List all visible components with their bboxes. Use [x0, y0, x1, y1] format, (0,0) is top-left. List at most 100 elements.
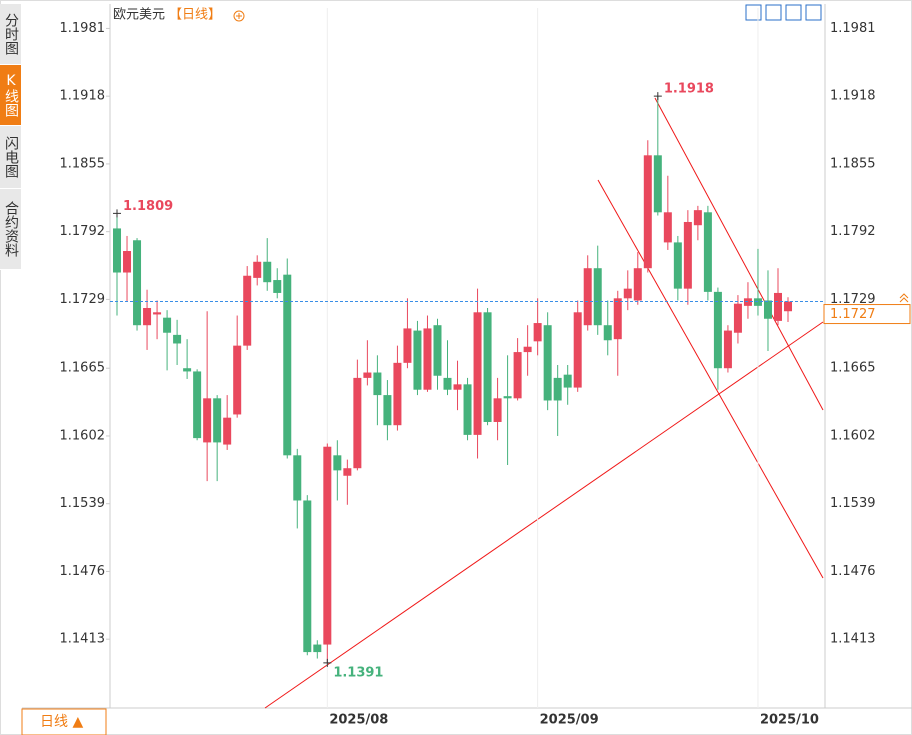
add-icon-plus	[236, 13, 242, 19]
tool-button[interactable]	[805, 4, 822, 21]
candle-body	[383, 395, 392, 426]
candle-body	[223, 417, 232, 445]
candle-body	[683, 221, 692, 289]
x-tick-label: 2025/08	[329, 713, 388, 728]
candle-body	[193, 371, 202, 439]
candle-body	[123, 251, 132, 273]
candle-body	[373, 372, 382, 396]
y-tick-label-right: 1.1918	[830, 89, 876, 104]
scroll-icon[interactable]	[899, 293, 909, 303]
candle-body	[633, 268, 642, 301]
last-price-label: 1.1727	[830, 307, 876, 322]
tab[interactable]: 分时图	[0, 4, 21, 65]
extreme-label: 1.1809	[123, 199, 173, 214]
candle-body	[443, 377, 452, 390]
period-label: 【日线】	[169, 8, 221, 23]
x-tick-label: 2025/09	[540, 713, 599, 728]
candle-body	[283, 274, 292, 456]
tab[interactable]: 合约资料	[0, 189, 21, 270]
candle-body	[153, 312, 162, 315]
extreme-marker	[323, 658, 332, 667]
candle-body	[593, 268, 602, 326]
candle-body	[273, 280, 282, 293]
candle-body	[243, 275, 252, 346]
candle-body	[133, 240, 142, 326]
y-tick-label-right: 1.1413	[830, 632, 876, 647]
candle-body	[293, 455, 302, 501]
add-icon[interactable]	[233, 10, 245, 22]
y-tick-label: 1.1413	[60, 632, 106, 647]
candle-body	[753, 298, 762, 306]
y-tick-label-right: 1.1476	[830, 564, 876, 579]
extreme-marker	[653, 92, 662, 101]
candle-body	[253, 261, 262, 278]
candle-body	[323, 446, 332, 645]
trend-line	[654, 97, 824, 411]
candle-body	[333, 455, 342, 471]
candle-body	[643, 155, 652, 269]
period-button[interactable]: 日线 ▲	[40, 714, 83, 730]
chart-title: 欧元美元	[113, 8, 165, 23]
extreme-label: 1.1391	[333, 665, 383, 680]
last-price-box	[823, 304, 911, 325]
candle-body	[693, 210, 702, 226]
x-tick-label: 2025/10	[760, 713, 819, 728]
extreme-label: 1.1918	[664, 82, 714, 97]
candle-body	[533, 323, 542, 342]
candle-body	[233, 345, 242, 415]
y-tick-label-right: 1.1981	[830, 21, 876, 36]
candle-body	[263, 261, 272, 283]
candle-body	[513, 352, 522, 399]
y-tick-label-right: 1.1729	[830, 292, 876, 307]
candle-body	[453, 384, 462, 390]
y-tick-label: 1.1602	[60, 428, 106, 443]
trend-lines	[264, 97, 824, 709]
toolbar	[745, 4, 822, 21]
candle-body	[723, 330, 732, 369]
candle-body	[363, 372, 372, 378]
tab[interactable]: K线图	[0, 65, 21, 126]
tool-button[interactable]	[765, 4, 782, 21]
candle-body	[143, 308, 152, 326]
y-tick-label-right: 1.1602	[830, 428, 876, 443]
y-tick-label: 1.1918	[60, 89, 106, 104]
candle-body	[163, 317, 172, 333]
y-tick-label-right: 1.1792	[830, 224, 876, 239]
candle-body	[213, 398, 222, 443]
candle-body	[483, 312, 492, 422]
candle-body	[303, 500, 312, 653]
candle-body	[423, 328, 432, 390]
candle-body	[543, 325, 552, 401]
tool-button[interactable]	[785, 4, 802, 21]
y-tick-label-right: 1.1855	[830, 156, 876, 171]
tool-button[interactable]	[745, 4, 762, 21]
candle-body	[413, 330, 422, 390]
candle-body	[763, 300, 772, 319]
candle-body	[313, 644, 322, 653]
candle-body	[784, 301, 793, 312]
candle-body	[433, 325, 442, 376]
y-tick-label: 1.1729	[60, 292, 106, 307]
trend-line	[264, 321, 824, 709]
tab[interactable]: 闪电图	[0, 126, 21, 189]
candle-body	[183, 368, 192, 372]
y-tick-label-right: 1.1665	[830, 361, 876, 376]
candle-body	[673, 242, 682, 289]
candle-body	[393, 362, 402, 426]
candle-body	[553, 377, 562, 401]
candle-body	[473, 312, 482, 435]
candle-body	[713, 291, 722, 369]
candle-body	[173, 334, 182, 344]
y-tick-label: 1.1855	[60, 156, 106, 171]
candle-body	[663, 212, 672, 243]
y-tick-label: 1.1539	[60, 496, 106, 511]
candle-body	[613, 298, 622, 340]
candle-body	[563, 374, 572, 388]
trend-line	[597, 179, 824, 579]
candle-body	[523, 346, 532, 353]
period-button-box[interactable]	[21, 708, 107, 735]
candle-body	[773, 292, 782, 321]
